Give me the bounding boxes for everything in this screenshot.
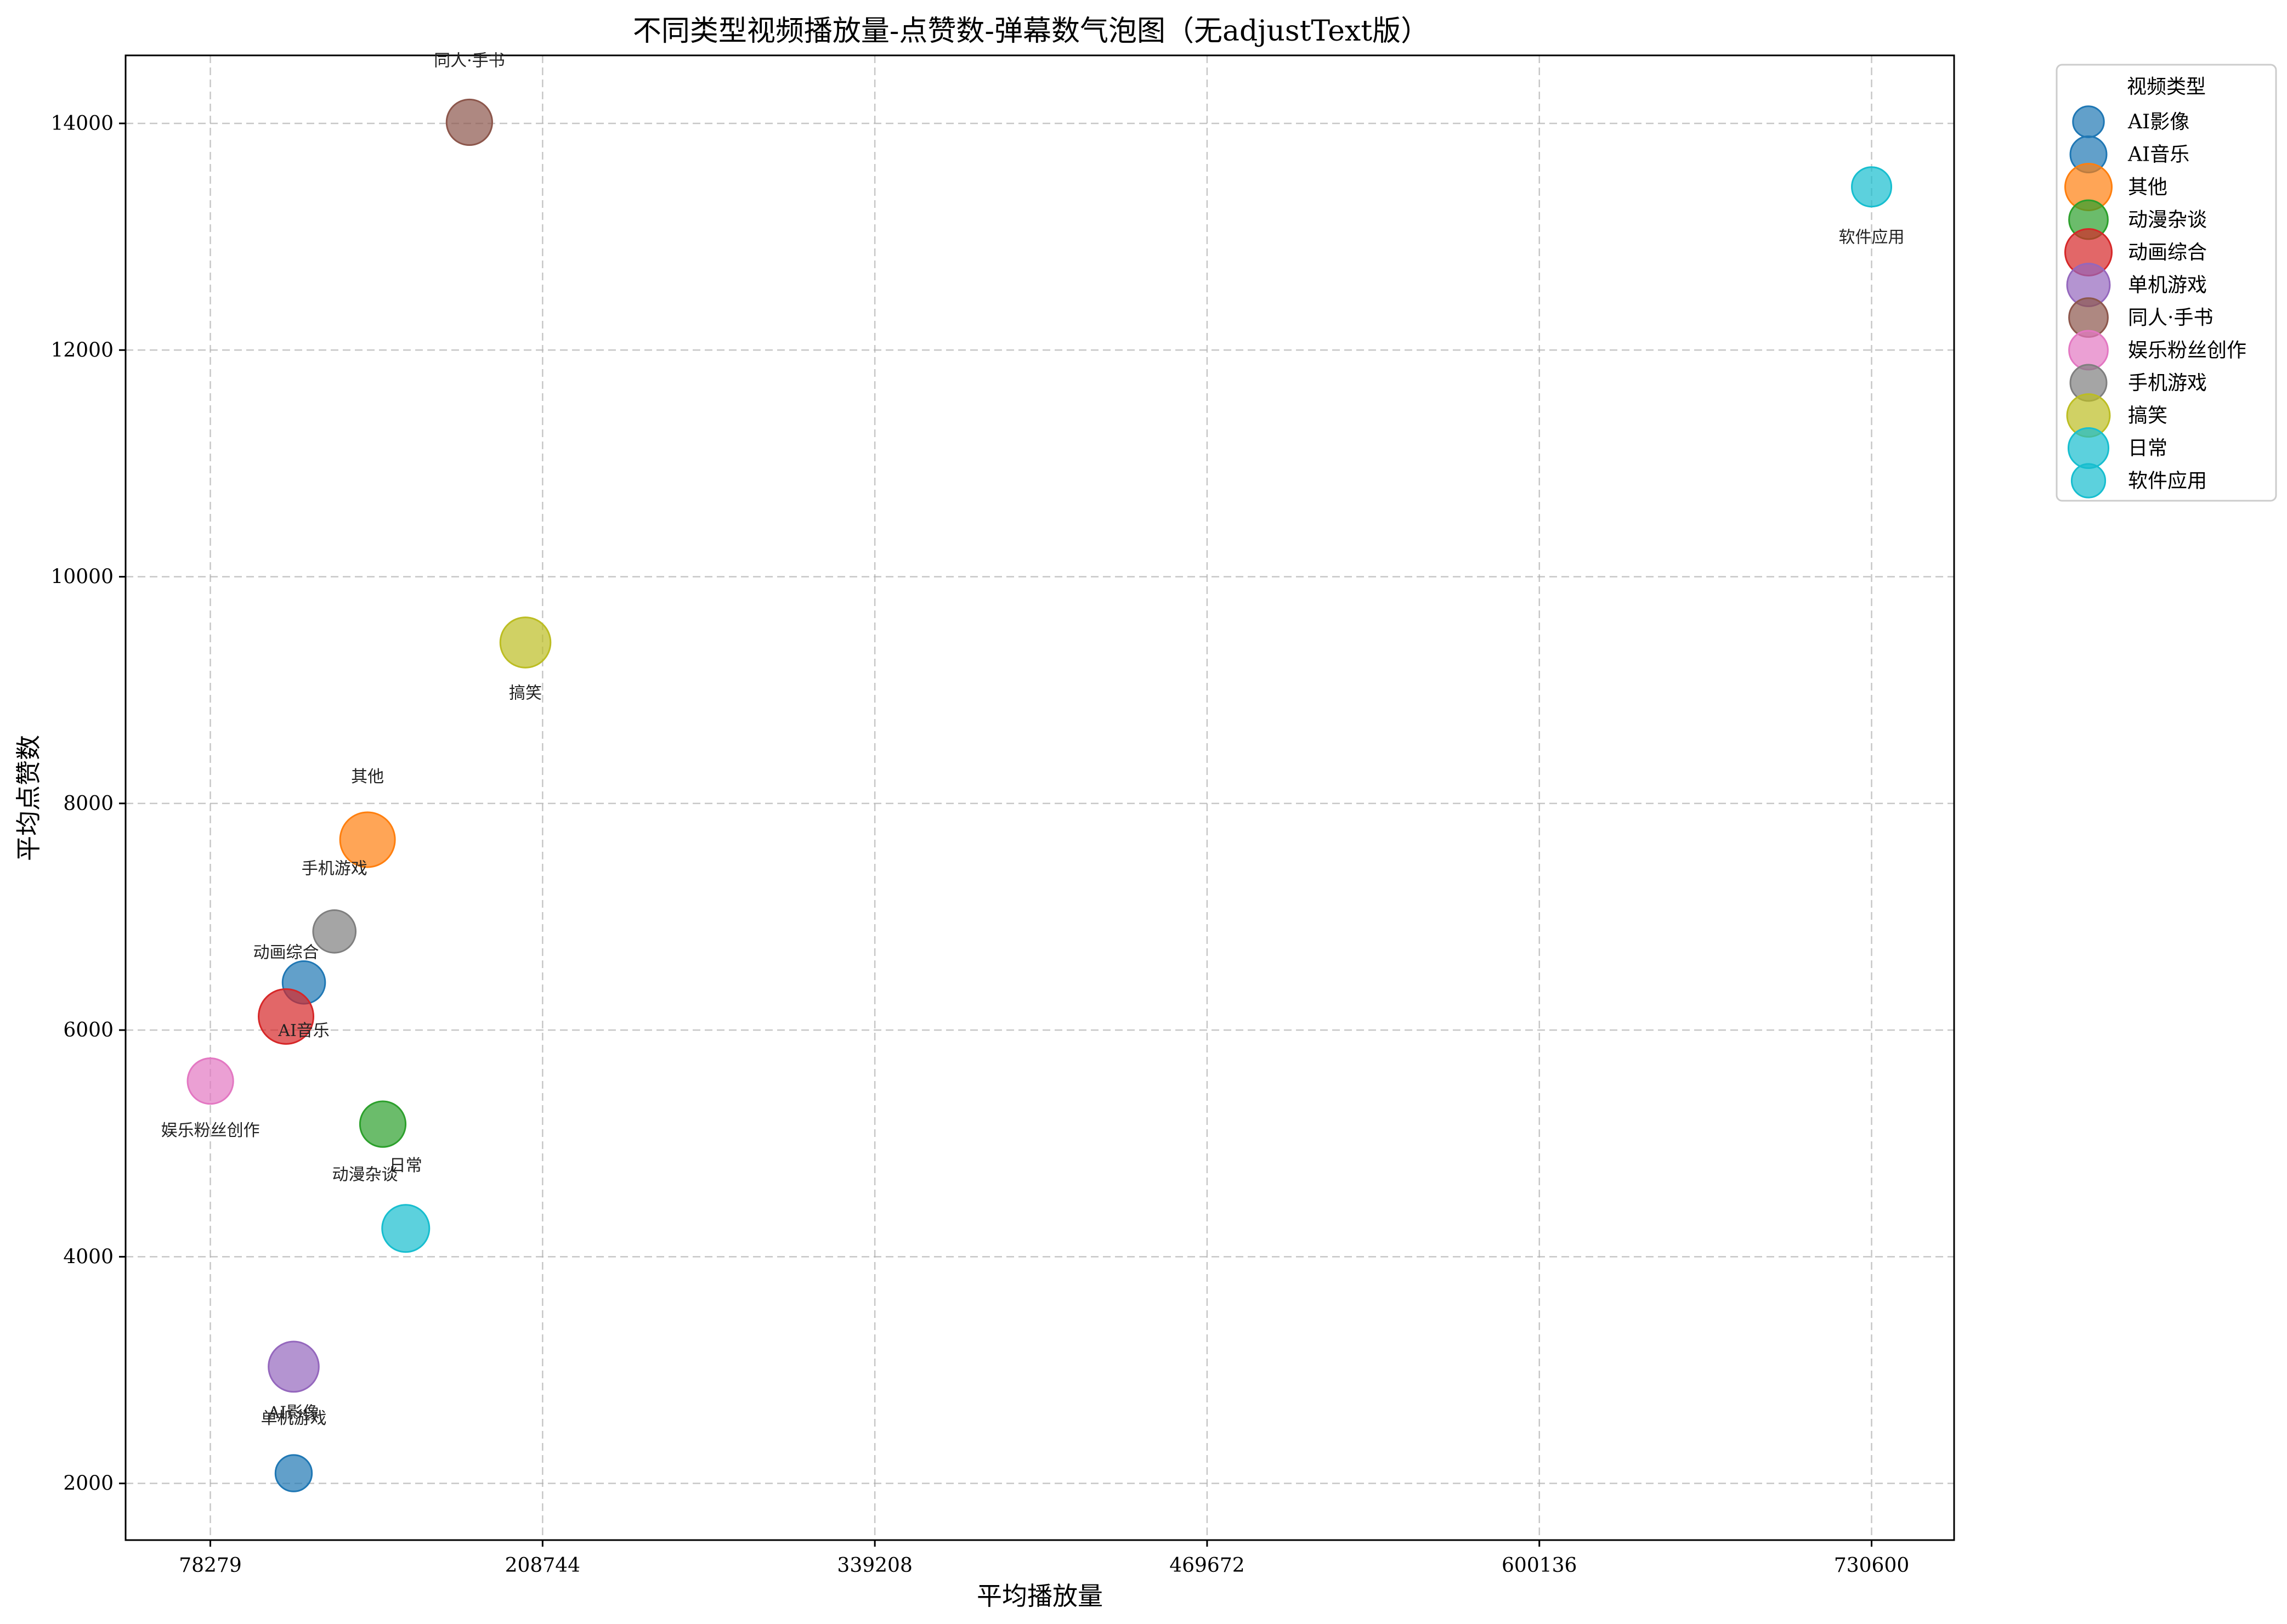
y-tick-label: 6000	[63, 1019, 114, 1042]
bubble-point	[186, 1057, 234, 1105]
bubble-label: 单机游戏	[261, 1409, 326, 1428]
bubble-label: AI影像	[268, 1403, 320, 1422]
plot-frame	[124, 54, 1955, 1541]
legend-entry-label: 搞笑	[2128, 405, 2167, 427]
y-tick-label: 12000	[50, 339, 114, 361]
bubble-label: 动漫杂谈	[332, 1165, 398, 1185]
bubble-label: 搞笑	[509, 683, 542, 703]
y-tick-label: 4000	[63, 1246, 114, 1268]
legend-entry-label: 动漫杂谈	[2128, 209, 2207, 231]
y-tick-label: 2000	[63, 1473, 114, 1495]
legend-marker	[2067, 427, 2110, 469]
bubble-point	[499, 616, 552, 669]
legend-marker	[2072, 105, 2105, 138]
bubble-label: 动画综合	[253, 943, 319, 963]
bubble-point	[1851, 166, 1893, 208]
x-tick-label: 339208	[837, 1554, 912, 1577]
legend-entry-label: 手机游戏	[2128, 372, 2207, 394]
y-axis-label: 平均点赞数	[14, 735, 43, 861]
x-tick-label: 730600	[1834, 1554, 1909, 1577]
bubble-point	[274, 1454, 313, 1492]
chart-title: 不同类型视频播放量-点赞数-弹幕数气泡图（无adjustText版）	[633, 15, 1429, 48]
legend-entry-label: 同人·手书	[2128, 307, 2213, 329]
bubble-label: 其他	[351, 767, 384, 786]
bubble-point	[381, 1204, 431, 1253]
bubble-label: AI音乐	[278, 1021, 330, 1040]
legend-marker	[2068, 330, 2109, 371]
y-tick-label: 8000	[63, 793, 114, 815]
bubble-label: 日常	[389, 1156, 422, 1175]
bubble-label: 娱乐粉丝创作	[161, 1121, 260, 1140]
legend-entry-label: 日常	[2128, 437, 2167, 460]
grid-lines	[126, 55, 1954, 1540]
bubble-point	[312, 909, 357, 954]
bubble-point	[268, 1340, 320, 1393]
bubbles-layer	[186, 98, 1893, 1492]
legend-title: 视频类型	[2127, 76, 2206, 98]
x-tick-label: 469672	[1169, 1554, 1244, 1577]
bubble-label: 软件应用	[1839, 228, 1905, 247]
axis-ticks: 78279 208744 339208 469672 600136 730600 2000 4…	[50, 112, 1909, 1577]
legend-entry-label: 娱乐粉丝创作	[2128, 339, 2246, 362]
legend-entry-label: AI影像	[2127, 111, 2189, 133]
legend-entry-label: 其他	[2128, 176, 2167, 199]
bubble-label: 手机游戏	[302, 859, 367, 879]
legend-entry-label: 动画综合	[2128, 241, 2207, 264]
y-tick-label: 14000	[50, 112, 114, 135]
x-axis-label: 平均播放量	[977, 1581, 1103, 1611]
bubble-point	[258, 988, 315, 1045]
legend-frame	[2056, 64, 2277, 502]
legend-marker	[2070, 463, 2107, 499]
bubble-point	[359, 1100, 407, 1148]
legend-entry-label: 单机游戏	[2128, 274, 2207, 297]
x-tick-label: 78279	[179, 1554, 242, 1577]
legend: 视频类型 AI影像 AI音乐其他动漫杂谈动画综合单机游戏同人·手书娱乐粉丝创作手机…	[2056, 64, 2277, 502]
y-tick-label: 10000	[50, 566, 114, 589]
legend-entry-label: AI音乐	[2127, 144, 2189, 166]
legend-entry-label: 软件应用	[2128, 470, 2207, 493]
x-tick-label: 600136	[1502, 1554, 1577, 1577]
legend-items: AI影像 AI音乐其他动漫杂谈动画综合单机游戏同人·手书娱乐粉丝创作手机游戏搞笑日…	[2064, 105, 2246, 499]
x-tick-label: 208744	[505, 1554, 580, 1577]
bubble-point	[339, 811, 396, 868]
bubble-point	[445, 98, 493, 146]
bubble-label: 同人·手书	[434, 51, 505, 70]
